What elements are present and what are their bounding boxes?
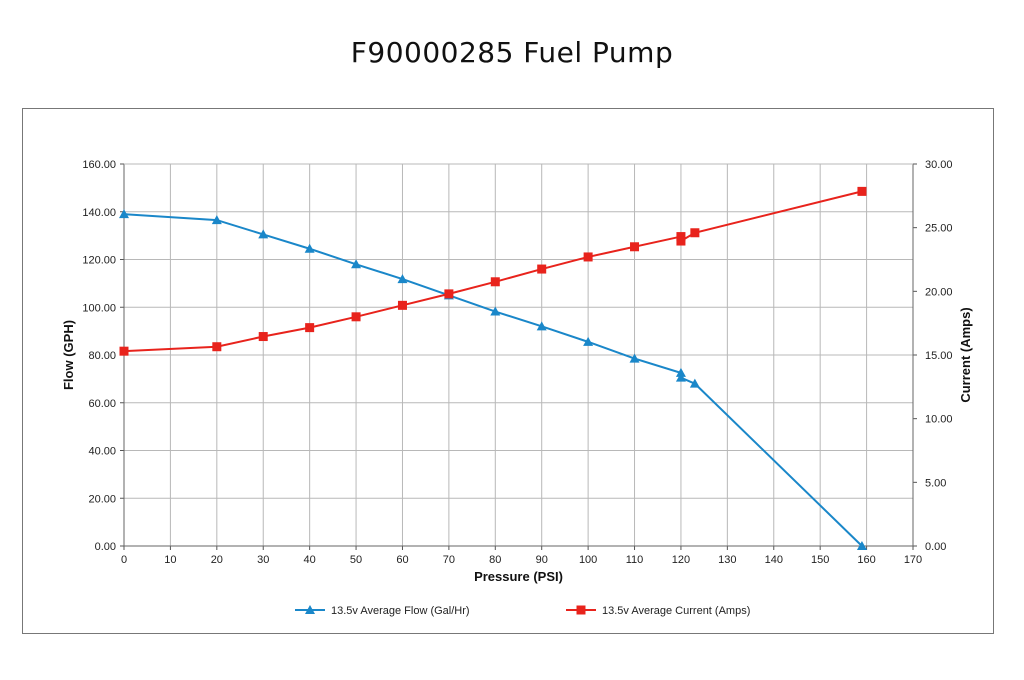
y2-tick-label: 15.00 (925, 350, 953, 362)
y-tick-label: 60.00 (88, 398, 116, 410)
y-tick-label: 0.00 (95, 541, 116, 553)
data-point (689, 378, 700, 388)
y2-axis-title: Current (Amps) (958, 307, 973, 402)
data-point (630, 242, 640, 252)
legend-swatch-marker (305, 605, 315, 614)
y-tick-label: 140.00 (82, 207, 116, 219)
legend: 13.5v Average Flow (Gal/Hr) 13.5v Average… (295, 605, 750, 617)
x-tick-label: 10 (164, 554, 176, 566)
y2-tick-label: 5.00 (925, 477, 946, 489)
series-current (119, 186, 867, 356)
y2-tick-label: 0.00 (925, 541, 946, 553)
data-point (536, 321, 547, 331)
data-point (583, 336, 594, 346)
data-point (676, 236, 686, 246)
x-tick-label: 130 (718, 554, 736, 566)
data-point (351, 259, 362, 269)
y-tick-label: 80.00 (88, 350, 116, 362)
data-point (675, 372, 686, 382)
y2-tick-label: 25.00 (925, 223, 953, 235)
legend-swatch-marker (576, 605, 586, 615)
data-point (490, 306, 501, 316)
x-tick-label: 120 (672, 554, 690, 566)
data-point (690, 228, 700, 238)
y-tick-label: 120.00 (82, 255, 116, 267)
data-point (856, 541, 867, 550)
series (119, 186, 867, 550)
data-point (351, 312, 361, 322)
y-tick-label: 40.00 (88, 446, 116, 458)
chart-title: F90000285 Fuel Pump (350, 36, 674, 69)
data-point (304, 243, 315, 253)
data-point (258, 229, 269, 239)
x-tick-label: 0 (121, 554, 127, 566)
y-tick-label: 100.00 (82, 302, 116, 314)
x-tick-label: 70 (443, 554, 455, 566)
data-point (629, 353, 640, 363)
line-chart: 0 10 20 30 40 50 60 70 80 90 100 110 120 130 140 150 160… (61, 159, 973, 617)
data-point (258, 332, 268, 342)
data-point (397, 274, 408, 284)
x-tick-label: 30 (257, 554, 269, 566)
x-tick-label: 110 (626, 554, 644, 566)
y2-tick-label: 10.00 (925, 414, 953, 426)
x-tick-label: 150 (811, 554, 829, 566)
x-tick-label: 20 (211, 554, 223, 566)
data-point (444, 289, 454, 299)
chart-frame: 0 10 20 30 40 50 60 70 80 90 100 110 120 130 140 150 160… (22, 108, 994, 634)
data-point (857, 186, 867, 196)
y-tick-label: 160.00 (82, 159, 116, 171)
x-tick-label: 170 (904, 554, 922, 566)
data-point (305, 323, 315, 333)
x-tick-label: 60 (396, 554, 408, 566)
x-axis-title: Pressure (PSI) (474, 569, 563, 584)
x-tick-label: 50 (350, 554, 362, 566)
data-point (211, 215, 222, 225)
data-point (119, 346, 129, 356)
data-point (397, 300, 407, 310)
legend-label: 13.5v Average Current (Amps) (602, 605, 750, 617)
y-tick-label: 20.00 (88, 493, 116, 505)
series-line (123, 213, 863, 547)
data-point (675, 367, 686, 377)
x-tick-label: 160 (857, 554, 875, 566)
axes: 0 10 20 30 40 50 60 70 80 90 100 110 120 130 140 150 160… (82, 159, 952, 566)
data-point (212, 342, 222, 352)
data-point (490, 277, 500, 287)
x-tick-label: 140 (765, 554, 783, 566)
series-flow (119, 209, 867, 550)
data-point (583, 252, 593, 262)
grid-lines (123, 163, 914, 547)
x-tick-label: 90 (536, 554, 548, 566)
legend-label: 13.5v Average Flow (Gal/Hr) (331, 605, 470, 617)
data-point (119, 209, 129, 219)
legend-item: 13.5v Average Current (Amps) (566, 605, 750, 617)
y2-tick-label: 30.00 (925, 159, 953, 171)
legend-item: 13.5v Average Flow (Gal/Hr) (295, 605, 470, 617)
y-axis-title: Flow (GPH) (61, 320, 76, 390)
x-tick-label: 100 (579, 554, 597, 566)
x-tick-label: 80 (489, 554, 501, 566)
y2-tick-label: 20.00 (925, 286, 953, 298)
x-tick-label: 40 (304, 554, 316, 566)
data-point (537, 264, 547, 274)
series-line (123, 190, 863, 353)
